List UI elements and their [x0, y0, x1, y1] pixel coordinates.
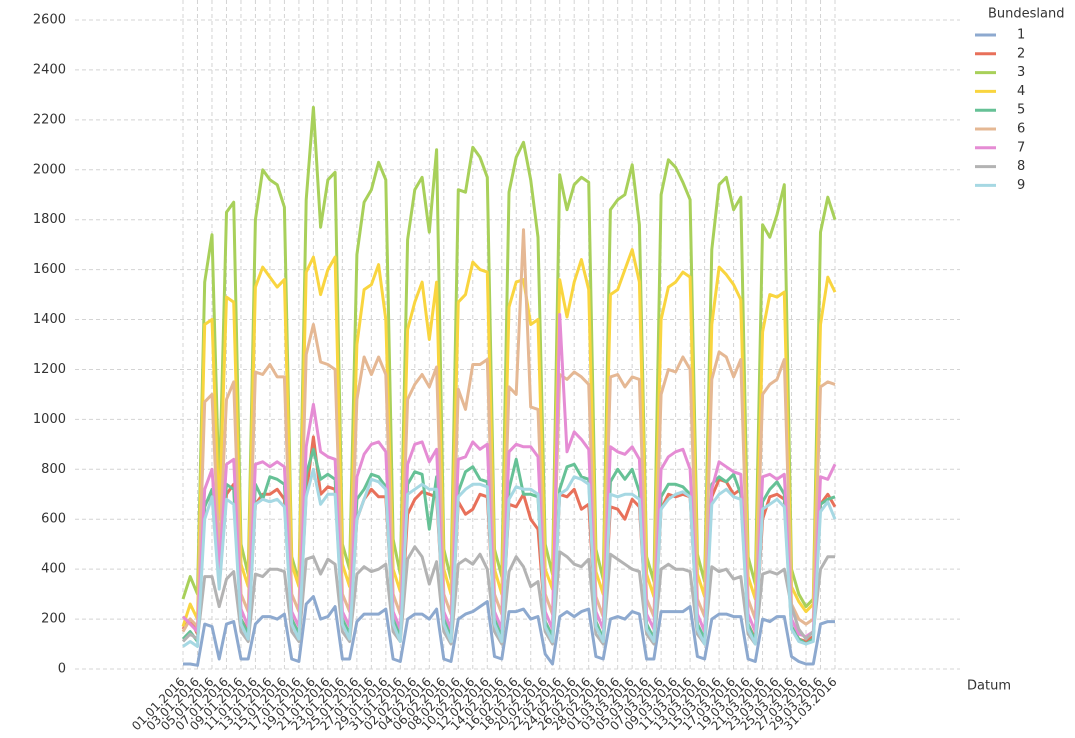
series-line: [181, 545, 835, 646]
legend-label: 8: [1017, 159, 1025, 174]
y-tick-label: 1200: [33, 362, 66, 377]
series-line: [183, 595, 835, 667]
legend-label: 9: [1017, 178, 1025, 193]
legend-label: 3: [1017, 65, 1025, 80]
y-tick-label: 200: [41, 612, 66, 627]
legend-label: 7: [1017, 140, 1025, 155]
y-tick-label: 400: [41, 562, 66, 577]
y-tick-label: 1400: [33, 312, 66, 327]
y-tick-label: 800: [41, 462, 66, 477]
legend-title: Bundesland: [988, 7, 1065, 22]
y-tick-label: 2200: [33, 112, 66, 127]
y-tick-label: 1600: [33, 262, 66, 277]
y-tick-label: 1800: [33, 212, 66, 227]
legend-label: 4: [1017, 84, 1025, 99]
series-line: [182, 467, 837, 648]
legend-label: 6: [1017, 122, 1025, 137]
legend-label: 5: [1017, 103, 1025, 118]
legend-label: 1: [1017, 28, 1025, 43]
y-tick-label: 1000: [33, 412, 66, 427]
y-tick-label: 2000: [33, 162, 66, 177]
y-tick-label: 2400: [33, 62, 66, 77]
y-tick-label: 0: [58, 662, 66, 677]
legend-label: 2: [1017, 46, 1025, 61]
y-tick-label: 600: [41, 512, 66, 527]
y-tick-label: 2600: [33, 13, 66, 28]
x-axis-label: Datum: [967, 679, 1011, 694]
